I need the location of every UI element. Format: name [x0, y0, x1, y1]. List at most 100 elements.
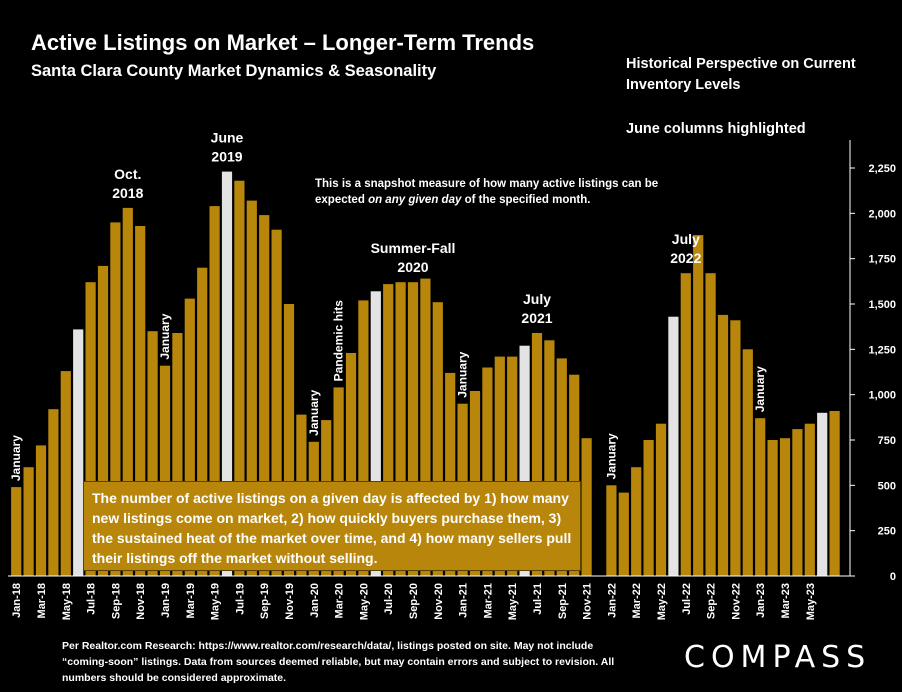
x-tick-label: Jan-18: [11, 583, 23, 618]
bar: [618, 492, 629, 576]
x-tick-label: Nov-21: [582, 583, 594, 620]
bar: [110, 222, 121, 576]
x-tick-label: May-23: [805, 583, 817, 620]
bar: [147, 331, 158, 576]
bar: [259, 215, 270, 576]
y-tick-label: 1,250: [868, 344, 896, 356]
bar: [11, 487, 22, 576]
y-tick-label: 1,500: [868, 299, 896, 311]
x-tick-label: Sep-20: [408, 583, 420, 619]
x-tick-label: May-19: [210, 583, 222, 620]
bar: [60, 371, 71, 576]
x-tick-label: Nov-19: [284, 583, 296, 620]
peak-annotation: 2018: [112, 185, 143, 201]
y-tick-label: 750: [878, 435, 896, 447]
bar: [655, 423, 667, 576]
chart-title: Active Listings on Market – Longer-Term …: [31, 30, 535, 55]
x-tick-label: Mar-18: [36, 583, 48, 618]
bar: [432, 302, 443, 576]
bar: [209, 206, 220, 576]
snapshot-note-emphasis: on any given day: [368, 194, 462, 206]
bar: [680, 273, 691, 576]
bar: [717, 314, 729, 576]
bar: [804, 423, 815, 576]
bar: [829, 411, 840, 576]
bar: [507, 356, 518, 576]
bar: [482, 367, 493, 576]
x-tick-label: Jul-20: [383, 583, 395, 615]
january-annotation: January: [9, 435, 23, 481]
bar: [730, 320, 741, 576]
bar: [246, 200, 257, 576]
x-tick-label: May-18: [61, 583, 73, 620]
bar: [159, 365, 171, 576]
bar: [631, 467, 642, 576]
bar: [172, 333, 183, 576]
bar-highlighted: [817, 412, 828, 576]
x-tick-label: May-21: [507, 583, 519, 620]
bar: [184, 298, 195, 576]
x-tick-label: Nov-22: [730, 583, 742, 620]
bar: [569, 374, 580, 576]
x-tick-label: Mar-20: [334, 583, 346, 618]
peak-annotation: 2019: [211, 149, 242, 165]
bar: [135, 226, 146, 576]
y-tick-label: 500: [878, 480, 896, 492]
peak-annotation: July: [523, 291, 551, 307]
y-tick-label: 1,000: [868, 390, 896, 402]
x-tick-label: Jul-22: [681, 583, 693, 615]
bar: [792, 429, 803, 576]
snapshot-note: This is a snapshot measure of how many a…: [315, 176, 675, 208]
bar: [197, 267, 208, 576]
y-tick-label: 250: [878, 526, 896, 538]
bar: [23, 467, 34, 576]
bar-highlighted: [73, 329, 84, 576]
january-annotation: January: [307, 389, 321, 435]
bar: [779, 438, 791, 576]
january-annotation: January: [158, 313, 172, 359]
x-tick-label: Jan-23: [755, 583, 767, 618]
source-footnote: Per Realtor.com Research: https://www.re…: [62, 640, 615, 684]
january-annotation: January: [604, 433, 618, 479]
bar: [383, 284, 394, 576]
peak-annotation: June: [211, 130, 244, 146]
bar: [407, 282, 419, 576]
bar: [445, 372, 456, 576]
bar: [234, 180, 245, 576]
peak-annotation: Summer-Fall: [371, 240, 456, 256]
x-tick-label: Mar-23: [780, 583, 792, 618]
x-tick-label: May-20: [358, 583, 370, 620]
bar: [420, 278, 431, 576]
bar-highlighted: [519, 345, 530, 576]
pandemic-annotation: Pandemic hits: [332, 300, 346, 382]
bar: [358, 300, 369, 576]
x-tick-label: Sep-19: [259, 583, 271, 619]
info-box: The number of active listings on a given…: [83, 481, 581, 571]
bar: [48, 409, 59, 576]
bar: [345, 353, 357, 576]
bar: [606, 485, 617, 576]
x-tick-label: May-22: [656, 583, 668, 620]
snapshot-note-text-1: This is a snapshot measure of how many a…: [315, 178, 659, 206]
y-tick-label: 0: [890, 571, 896, 583]
bar: [35, 445, 47, 576]
x-tick-label: Jul-18: [86, 583, 98, 615]
bar: [581, 438, 592, 576]
peak-annotation: 2022: [670, 250, 701, 266]
snapshot-note-text-2: of the specified month.: [461, 194, 591, 206]
x-tick-label: Jan-20: [309, 583, 321, 618]
x-tick-label: Jul-19: [234, 583, 246, 615]
bar: [85, 282, 96, 576]
y-tick-label: 1,750: [868, 254, 896, 266]
bar-highlighted: [370, 291, 381, 576]
january-annotation: January: [456, 351, 470, 397]
bar: [643, 440, 654, 576]
bar: [742, 349, 753, 576]
x-tick-label: Sep-18: [110, 583, 122, 619]
x-tick-label: Mar-19: [185, 583, 197, 618]
historical-perspective-note: Historical Perspective on Current Invent…: [626, 56, 856, 93]
bar: [97, 265, 109, 576]
bar: [705, 273, 716, 576]
y-tick-label: 2,250: [868, 163, 896, 175]
